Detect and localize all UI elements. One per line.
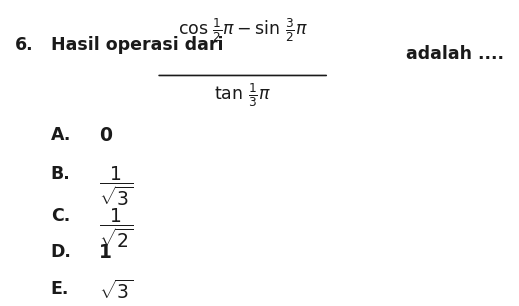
Text: E.: E. [51,280,69,297]
Text: $\dfrac{1}{\sqrt{3}}$: $\dfrac{1}{\sqrt{3}}$ [99,165,133,208]
Text: $\cos\,\frac{1}{2}\pi - \sin\,\frac{3}{2}\pi$: $\cos\,\frac{1}{2}\pi - \sin\,\frac{3}{2… [178,17,308,44]
Text: D.: D. [51,243,72,261]
Text: adalah ....: adalah .... [406,45,504,63]
Text: 1: 1 [99,243,112,262]
Text: $\tan\,\frac{1}{3}\pi$: $\tan\,\frac{1}{3}\pi$ [214,81,271,109]
Text: B.: B. [51,165,71,183]
Text: $\sqrt{3}$: $\sqrt{3}$ [99,280,133,303]
Text: $\dfrac{1}{\sqrt{2}}$: $\dfrac{1}{\sqrt{2}}$ [99,207,133,250]
Text: 0: 0 [99,126,112,145]
Text: C.: C. [51,207,70,225]
Text: Hasil operasi dari: Hasil operasi dari [51,36,223,54]
Text: A.: A. [51,126,71,144]
Text: 6.: 6. [15,36,33,54]
